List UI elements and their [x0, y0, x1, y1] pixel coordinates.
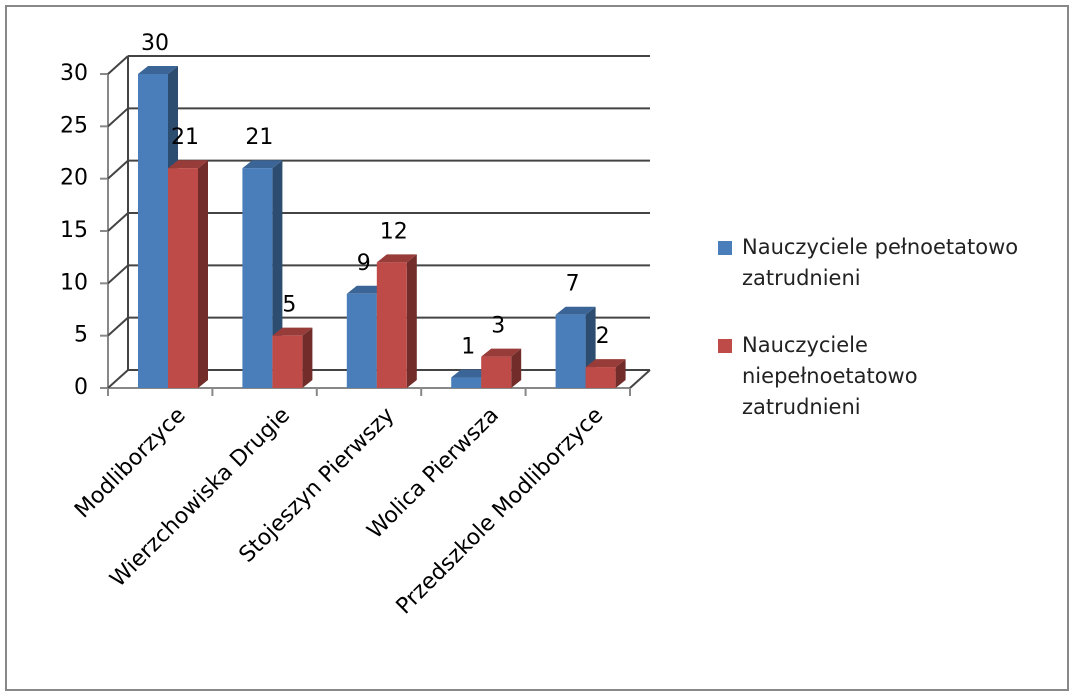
bar-top [585, 359, 626, 368]
bar-side [406, 254, 417, 388]
bar-front [168, 168, 198, 388]
bar-top [272, 327, 313, 336]
bar [168, 160, 208, 388]
bar-side [198, 160, 208, 388]
legend: Nauczyciele pełnoetatowo zatrudnieni Nauc… [718, 232, 1023, 459]
bar-top [555, 306, 596, 315]
legend-label: Nauczyciele pełnoetatowo zatrudnieni [742, 235, 1019, 290]
bar [272, 327, 313, 388]
y-tick-label: 10 [60, 270, 88, 295]
frame [5, 5, 1069, 691]
grid-line [107, 107, 129, 128]
data-label: 2 [596, 324, 610, 349]
y-tick-label: 5 [74, 323, 88, 348]
legend-item: Nauczyciele pełnoetatowo zatrudnieni [718, 232, 1023, 294]
grid-line [107, 212, 129, 232]
data-label: 30 [141, 31, 169, 56]
bar [481, 348, 522, 388]
bar-side [615, 359, 626, 388]
bar-front [451, 377, 482, 388]
bar-side [302, 327, 313, 388]
y-tick-label: 30 [60, 61, 88, 86]
data-label: 3 [491, 314, 505, 339]
grid-line [107, 369, 129, 389]
y-tick-label: 25 [60, 113, 88, 138]
data-label: 12 [380, 219, 408, 244]
bar-front [481, 356, 512, 388]
bar-top [376, 254, 417, 263]
data-label: 9 [357, 251, 371, 276]
grid-line [107, 264, 129, 285]
grid-line [107, 159, 129, 180]
legend-item: Nauczyciele niepełnoetatowo zatrudnieni [718, 330, 1023, 423]
bar-front [138, 74, 168, 388]
y-tick-label: 0 [74, 375, 88, 400]
bar-front [585, 367, 616, 388]
x-tick-label: Modliborzyce [70, 403, 190, 523]
bar [376, 254, 417, 388]
data-label: 21 [171, 125, 199, 150]
legend-label: Nauczyciele niepełnoetatowo zatrudnieni [742, 333, 918, 419]
legend-swatch [718, 241, 732, 255]
bar-top [242, 160, 283, 169]
y-tick-label: 15 [60, 218, 88, 243]
bar [585, 359, 626, 388]
bar-top [138, 66, 178, 74]
data-label: 5 [282, 293, 296, 318]
bar-front [346, 293, 377, 388]
data-label: 7 [566, 272, 580, 297]
grid-line [107, 316, 129, 337]
legend-swatch [718, 339, 732, 353]
bar-front [272, 335, 303, 388]
bar-front [242, 168, 273, 388]
bar-top [481, 348, 522, 357]
bar [242, 160, 283, 388]
data-label: 1 [461, 335, 475, 360]
data-label: 21 [245, 125, 273, 150]
bar-front [376, 262, 407, 388]
bar-top [168, 160, 208, 169]
bar-front [555, 314, 586, 388]
bar-side [511, 348, 522, 388]
x-tick-label: Wierzchowiska Drugie [106, 403, 295, 592]
x-tick-label: Przedszkole Modliborzyce [392, 403, 609, 620]
y-tick-label: 20 [60, 166, 88, 191]
floor-edge [629, 369, 651, 389]
grid-line [107, 55, 129, 75]
